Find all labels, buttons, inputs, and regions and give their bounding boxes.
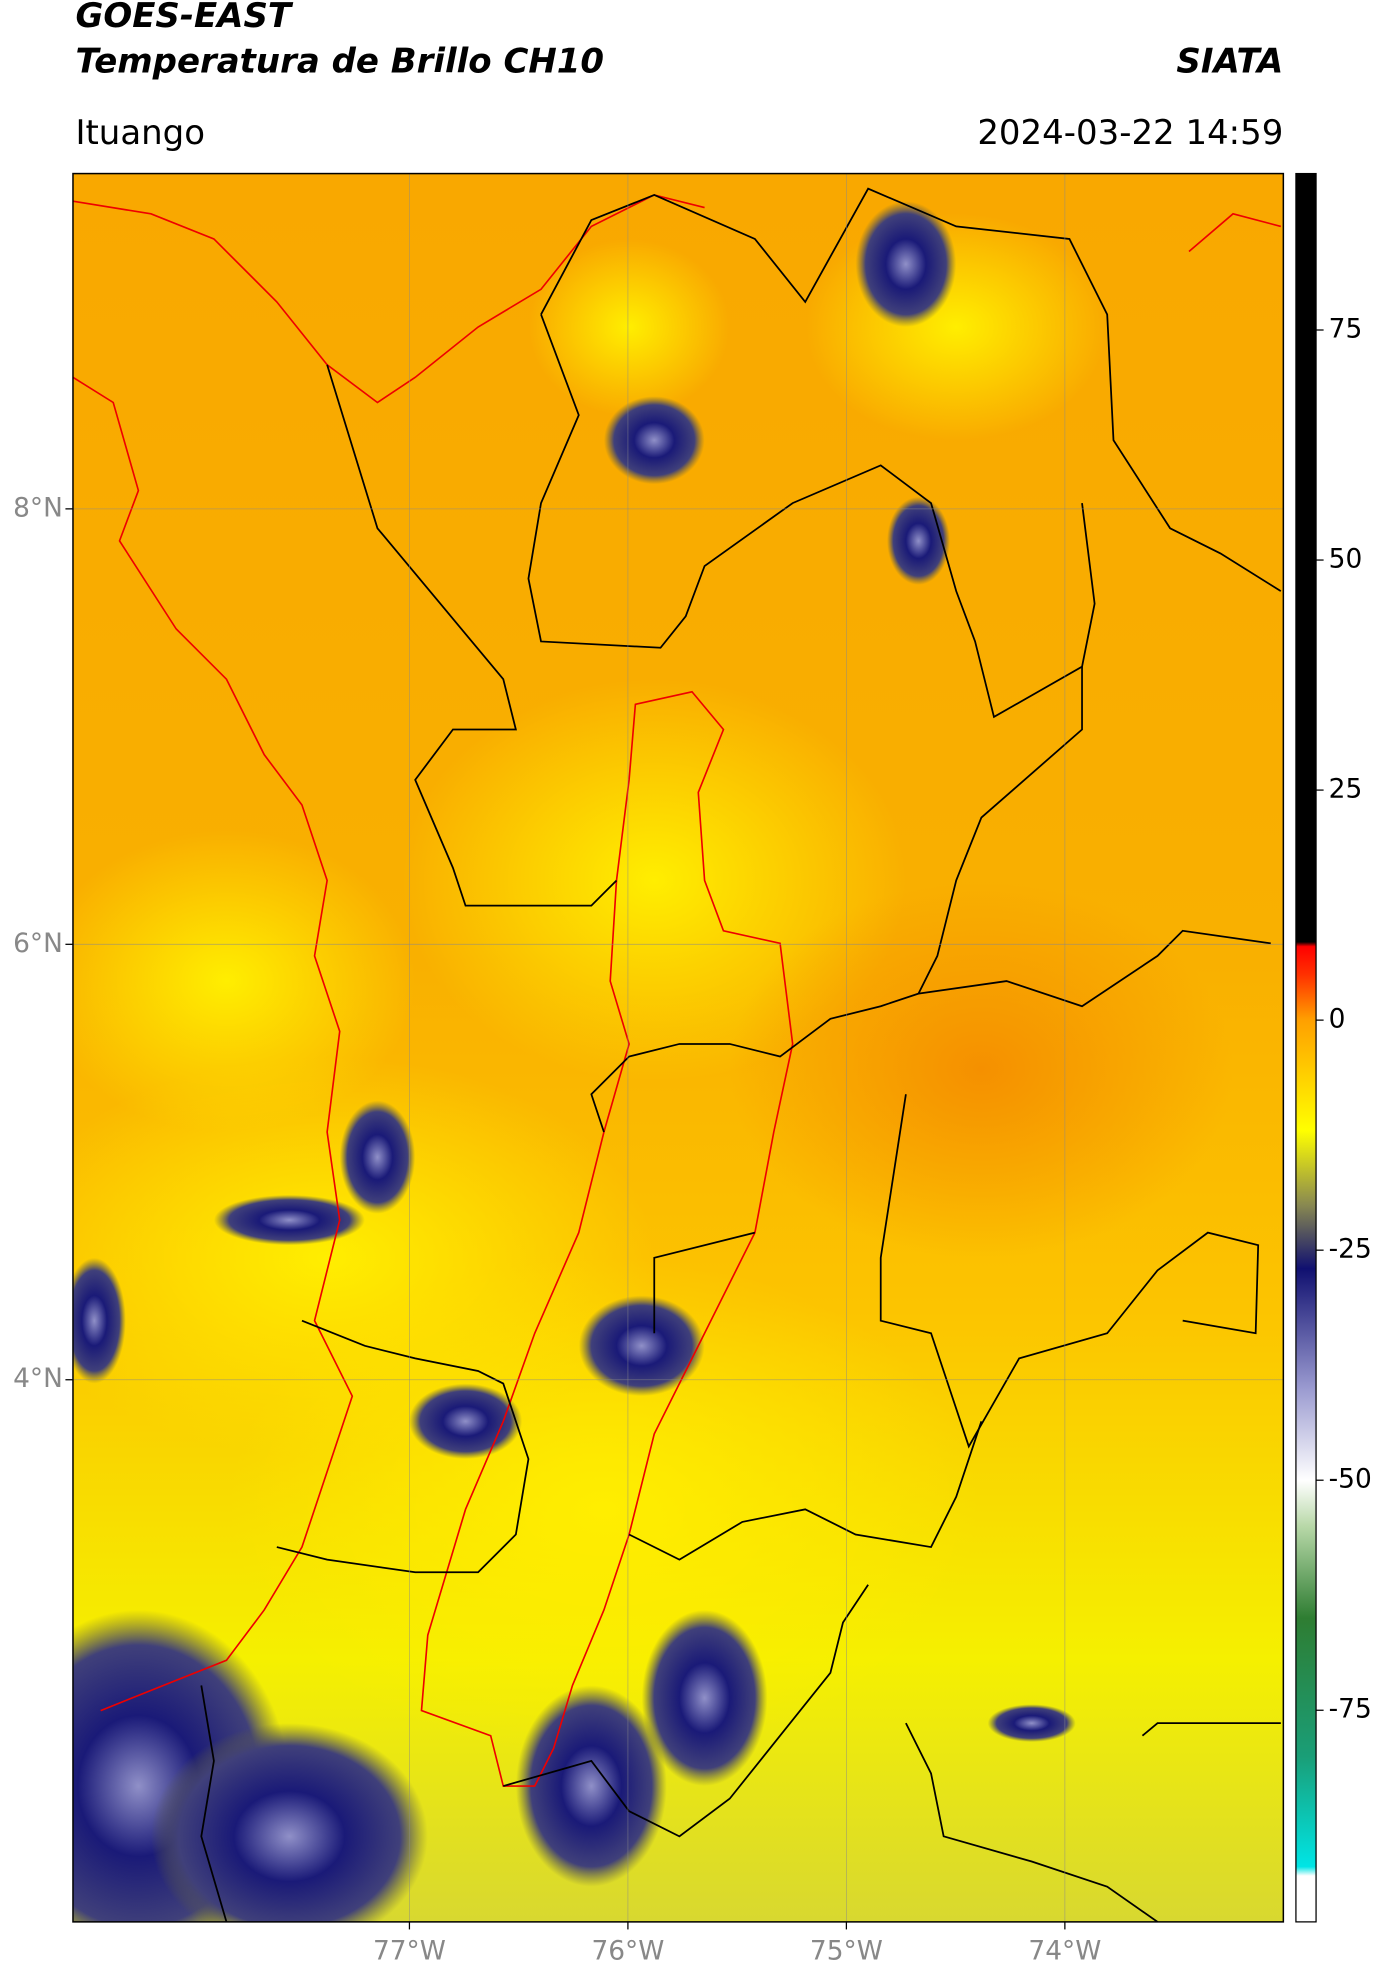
colorbar-tick-label: -25 — [1329, 1234, 1372, 1265]
colorbar-tick-label: 50 — [1329, 544, 1363, 575]
title-line1: GOES-EAST — [75, 0, 293, 36]
graticule — [72, 173, 1284, 1922]
datetime: 2024-03-22 14:59 — [977, 113, 1283, 153]
x-tick-label: 75°W — [810, 1936, 883, 1967]
brightness-field — [72, 201, 1234, 1922]
y-tick-label: 6°N — [13, 928, 63, 959]
admin-borders — [200, 187, 1282, 1922]
x-tick-label: 74°W — [1028, 1936, 1101, 1967]
title-line2: Temperatura de Brillo CH10 — [75, 41, 604, 81]
x-tick-label: 76°W — [591, 1936, 664, 1967]
colorbar — [1295, 172, 1317, 1923]
map-layer — [72, 173, 1284, 1922]
map-frame — [72, 172, 1285, 1923]
agency: SIATA — [1176, 41, 1283, 81]
colorbar-tick-label: -50 — [1329, 1464, 1372, 1495]
x-tick-label: 77°W — [373, 1936, 446, 1967]
location: Ituango — [75, 113, 205, 153]
y-tick-label: 4°N — [13, 1363, 63, 1394]
colorbar-tick-label: 0 — [1329, 1004, 1346, 1035]
y-tick-label: 8°N — [13, 492, 63, 523]
colorbar-tick-label: 75 — [1329, 314, 1363, 345]
colorbar-tick-label: -75 — [1329, 1694, 1372, 1725]
colorbar-tick-label: 25 — [1329, 774, 1363, 805]
